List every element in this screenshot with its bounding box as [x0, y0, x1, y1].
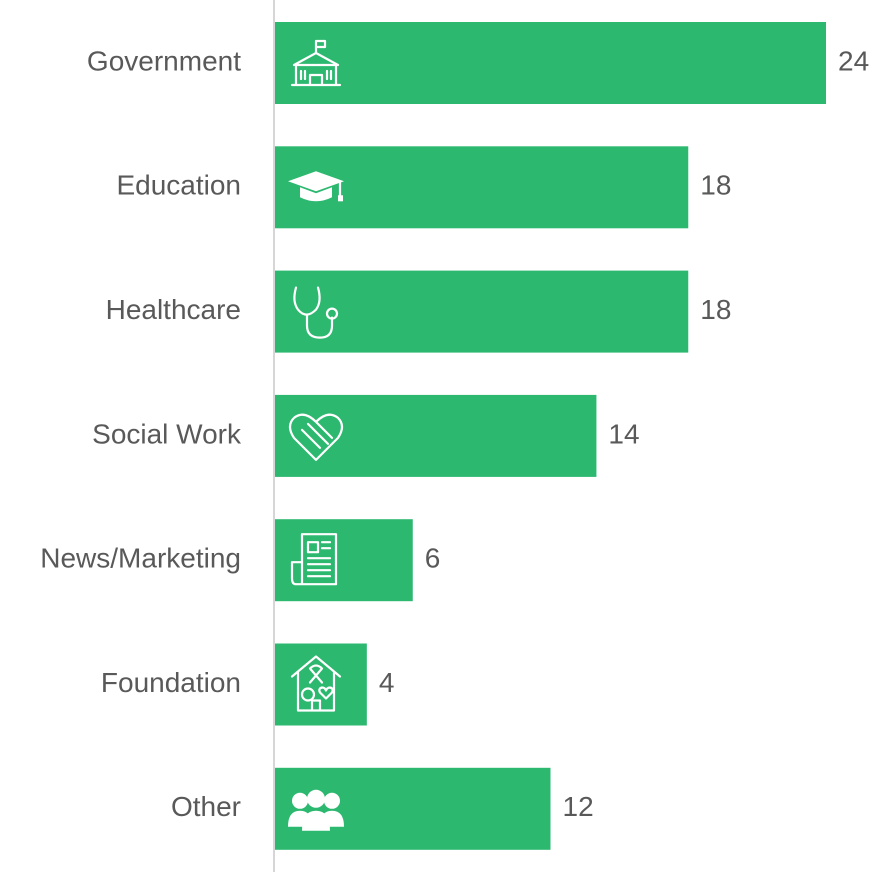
- bar-icon: [288, 171, 344, 202]
- value-label: 12: [563, 791, 594, 822]
- bar: [275, 270, 689, 353]
- icon-part: [290, 533, 338, 586]
- bar-icon: [290, 655, 342, 712]
- bar: [275, 146, 689, 229]
- value-label: 4: [379, 667, 395, 698]
- value-label: 24: [838, 45, 869, 76]
- icon-part: [318, 686, 334, 700]
- category-label: Social Work: [92, 418, 242, 449]
- icon-part: [290, 39, 342, 87]
- bar: [275, 22, 826, 104]
- bar: [275, 767, 551, 850]
- bar-icon: [288, 789, 344, 831]
- category-label: Other: [171, 791, 241, 822]
- icon-part: [292, 792, 308, 809]
- icon-part: [300, 687, 316, 702]
- bar: [275, 394, 597, 477]
- bar-icon: [290, 39, 342, 87]
- icon-part: [288, 413, 344, 461]
- category-label: Healthcare: [106, 294, 241, 325]
- icon-part: [324, 792, 340, 809]
- bar: [275, 643, 367, 726]
- category-label: Education: [116, 170, 241, 201]
- icon-part: [300, 187, 332, 202]
- value-label: 18: [700, 170, 731, 201]
- bar-icon: [293, 286, 339, 339]
- bar-icon: [290, 533, 338, 586]
- icon-part: [325, 307, 339, 320]
- icon-part: [288, 810, 344, 827]
- category-label: News/Marketing: [40, 543, 241, 574]
- value-label: 6: [425, 543, 441, 574]
- icon-part: [338, 195, 343, 202]
- bar-icon: [288, 413, 344, 461]
- icon-part: [290, 655, 342, 712]
- value-label: 14: [608, 418, 639, 449]
- category-label: Government: [87, 45, 241, 76]
- value-label: 18: [700, 294, 731, 325]
- icon-part: [302, 810, 330, 831]
- bar: [275, 519, 413, 602]
- icon-part: [307, 789, 325, 808]
- category-label: Foundation: [101, 667, 241, 698]
- icon-part: [288, 171, 344, 192]
- icon-part: [293, 286, 334, 339]
